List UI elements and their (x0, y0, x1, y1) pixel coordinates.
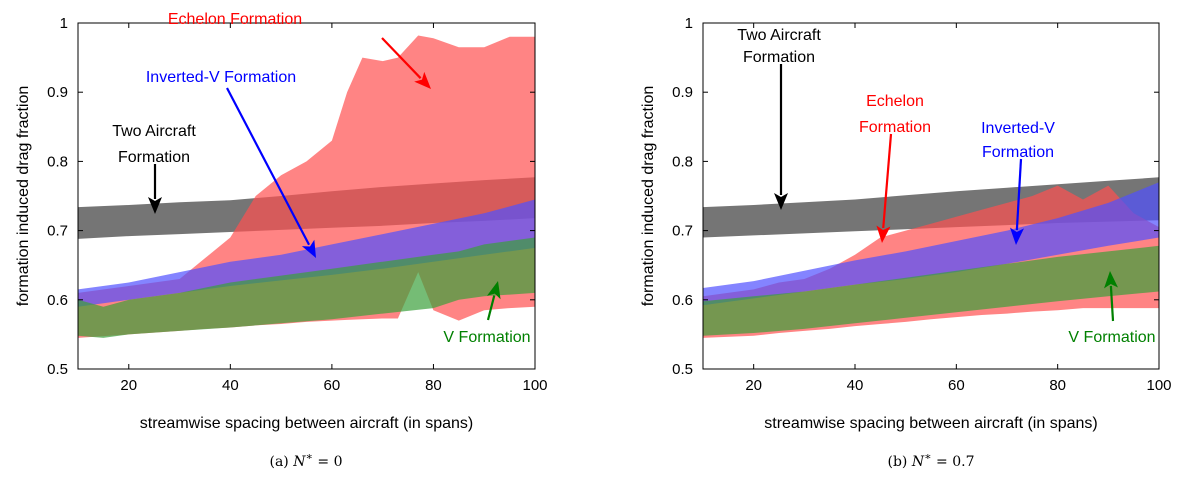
annotation: V Formation (1068, 271, 1156, 346)
annotation-label: Inverted-V (981, 120, 1055, 137)
annotation-arrow-shaft (486, 295, 496, 321)
annotation-arrow-shaft (226, 87, 311, 246)
band-inverted-v-formation (78, 199, 535, 307)
x-tick-label: 20 (120, 377, 137, 394)
annotation: Echelon Formation (168, 11, 431, 89)
x-tick-label: 60 (948, 377, 965, 394)
annotation-arrow-shaft (1109, 285, 1115, 322)
axes-box (702, 22, 1160, 370)
band-inverted-v-formation (703, 182, 1159, 306)
annotation: Inverted-V Formation (146, 69, 316, 258)
panel-caption: (b) N∗ = 0.7 (888, 450, 975, 470)
y-tick-label: 0.7 (672, 223, 693, 240)
annotation: Inverted-V Formation (981, 120, 1055, 245)
y-tick-label: 0.8 (672, 153, 693, 170)
annotation-label: Two Aircraft (112, 123, 196, 140)
annotation-label: V Formation (1068, 329, 1155, 346)
x-axis-label: streamwise spacing between aircraft (in … (140, 415, 473, 432)
x-tick-label: 80 (1049, 377, 1066, 394)
annotation: Two Aircraft Formation (737, 27, 821, 210)
annotation: Echelon Formation (859, 93, 931, 243)
annotation-arrow-head (414, 71, 431, 89)
band-v-formation (78, 237, 535, 338)
annotation-arrow-head (486, 281, 501, 300)
annotation: V Formation (443, 281, 531, 346)
y-tick-label: 0.6 (672, 292, 693, 309)
y-tick-label: 0.5 (47, 361, 68, 378)
annotation-label: Echelon (866, 93, 924, 110)
x-tick-label: 100 (522, 377, 547, 394)
annotation-arrow-head (301, 239, 316, 258)
x-tick-label: 100 (1146, 377, 1171, 394)
x-tick-label: 40 (847, 377, 864, 394)
annotation-arrow-shaft (1015, 158, 1023, 231)
y-tick-label: 0.8 (47, 153, 68, 170)
x-tick-label: 80 (425, 377, 442, 394)
band-v-formation (703, 245, 1159, 336)
panel-caption: (a) N∗ = 0 (269, 450, 342, 470)
annotation-label: Two Aircraft (737, 27, 821, 44)
y-tick-label: 1 (685, 15, 693, 32)
y-tick-label: 0.9 (47, 84, 68, 101)
annotation-arrow-head (1104, 271, 1119, 289)
annotation-label: Formation (743, 49, 815, 66)
annotation: Two Aircraft Formation (112, 123, 196, 214)
axes-box (77, 22, 536, 370)
x-tick-label: 20 (745, 377, 762, 394)
annotation-arrow-head (148, 197, 162, 214)
x-tick-label: 40 (222, 377, 239, 394)
annotation-label: Formation (859, 119, 931, 136)
bands (703, 177, 1159, 338)
y-tick-label: 0.9 (672, 84, 693, 101)
y-tick-label: 0.6 (47, 292, 68, 309)
y-tick-label: 0.7 (47, 223, 68, 240)
x-tick-label: 60 (324, 377, 341, 394)
annotation-label: Formation (982, 144, 1054, 161)
chart-panel-1: 20 40 60 80 100 0.5 0.6 0.7 0.8 0.9 1 streamwise sp… (15, 11, 548, 470)
annotation-arrow-head (774, 193, 788, 210)
x-axis-label: streamwise spacing between aircraft (in … (764, 415, 1097, 432)
y-tick-label: 1 (60, 15, 68, 32)
y-axis-label: formation induced drag fraction (15, 86, 32, 307)
annotation-arrow-shaft (882, 133, 893, 229)
annotation-arrow-shaft (381, 37, 422, 79)
chart-panel-2: 20 40 60 80 100 0.5 0.6 0.7 0.8 0.9 1 streamwise sp… (640, 15, 1172, 470)
y-axis-label: formation induced drag fraction (640, 86, 657, 307)
annotation-arrow-head (876, 225, 891, 243)
annotation-label: V Formation (443, 329, 530, 346)
annotation-label: Echelon Formation (168, 11, 302, 28)
y-tick-label: 0.5 (672, 361, 693, 378)
bands (78, 35, 535, 338)
annotation-label: Inverted-V Formation (146, 69, 296, 86)
annotation-label: Formation (118, 149, 190, 166)
annotation-arrow-head (1009, 227, 1024, 245)
